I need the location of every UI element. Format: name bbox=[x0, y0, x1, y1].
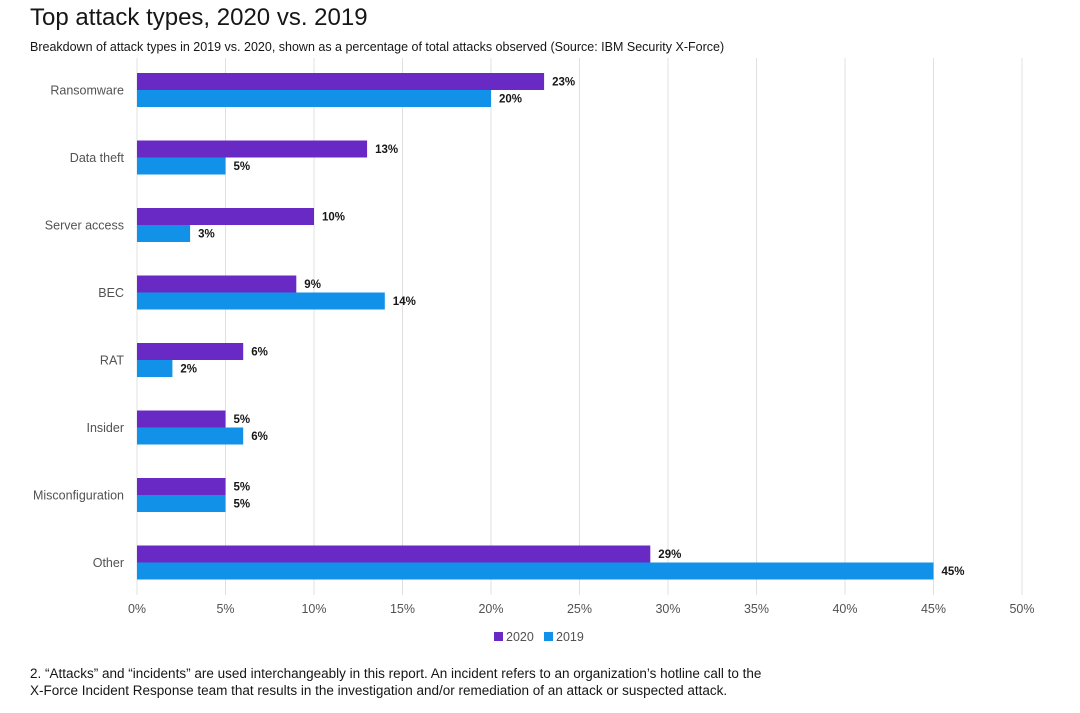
data-label: 9% bbox=[304, 279, 321, 291]
category-label: BEC bbox=[98, 286, 124, 300]
x-tick-label: 50% bbox=[1009, 602, 1034, 616]
legend-label-2019: 2019 bbox=[556, 630, 584, 644]
bar-2020 bbox=[137, 140, 368, 158]
data-label: 5% bbox=[234, 161, 251, 173]
category-label: Data theft bbox=[70, 151, 125, 165]
bar-2020 bbox=[137, 343, 244, 360]
bar-2019 bbox=[137, 495, 226, 512]
category-label: Server access bbox=[45, 219, 124, 233]
data-label: 5% bbox=[234, 482, 251, 494]
bar-2019 bbox=[137, 562, 934, 580]
footnote: 2. “Attacks” and “incidents” are used in… bbox=[30, 665, 1030, 699]
x-tick-label: 30% bbox=[655, 602, 680, 616]
legend-swatch-2020 bbox=[494, 632, 503, 641]
bar-2020 bbox=[137, 208, 314, 225]
bar-2020 bbox=[137, 73, 545, 90]
legend: 2020 2019 bbox=[494, 630, 584, 644]
bar-2019 bbox=[137, 427, 244, 445]
bar-2020 bbox=[137, 410, 226, 428]
data-label: 45% bbox=[942, 566, 965, 578]
category-label: Insider bbox=[86, 421, 124, 435]
x-tick-label: 25% bbox=[567, 602, 592, 616]
data-label: 6% bbox=[251, 347, 268, 359]
data-label: 23% bbox=[552, 77, 575, 89]
data-label: 20% bbox=[499, 94, 522, 106]
chart-subtitle: Breakdown of attack types in 2019 vs. 20… bbox=[30, 40, 725, 54]
x-tick-label: 45% bbox=[921, 602, 946, 616]
gridlines bbox=[136, 58, 1023, 595]
bar-2019 bbox=[137, 90, 491, 107]
data-label: 13% bbox=[375, 144, 398, 156]
category-label: Misconfiguration bbox=[33, 489, 124, 503]
x-tick-label: 0% bbox=[128, 602, 146, 616]
data-label: 5% bbox=[234, 414, 251, 426]
footnote-line-2: X-Force Incident Response team that resu… bbox=[30, 683, 728, 698]
data-label: 29% bbox=[658, 549, 681, 561]
x-tick-label: 35% bbox=[744, 602, 769, 616]
bars-group bbox=[137, 73, 934, 580]
x-tick-label: 15% bbox=[390, 602, 415, 616]
chart-title: Top attack types, 2020 vs. 2019 bbox=[30, 4, 368, 31]
x-tick-label: 5% bbox=[216, 602, 234, 616]
legend-swatch-2019 bbox=[544, 632, 553, 641]
labels-group: 0% 5% 10% 15% 20% 25% 30% 35% 40% 45% 50% Ransomwar… bbox=[33, 77, 1035, 617]
bar-chart: 0% 5% 10% 15% 20% 25% 30% 35% 40% 45% 50% Ransomwar… bbox=[33, 58, 1035, 644]
bar-2019 bbox=[137, 360, 173, 377]
data-label: 6% bbox=[251, 431, 268, 443]
bar-2019 bbox=[137, 292, 385, 310]
bar-2020 bbox=[137, 275, 297, 293]
bar-2019 bbox=[137, 157, 226, 175]
category-label: Ransomware bbox=[50, 84, 124, 98]
x-tick-label: 40% bbox=[832, 602, 857, 616]
data-label: 14% bbox=[393, 296, 416, 308]
data-label: 3% bbox=[198, 229, 215, 241]
data-label: 2% bbox=[180, 364, 197, 376]
bar-2020 bbox=[137, 545, 651, 563]
footnote-line-1: 2. “Attacks” and “incidents” are used in… bbox=[30, 666, 762, 681]
data-label: 5% bbox=[234, 499, 251, 511]
x-tick-label: 10% bbox=[301, 602, 326, 616]
category-label: RAT bbox=[100, 354, 124, 368]
bar-2020 bbox=[137, 478, 226, 495]
category-label: Other bbox=[93, 556, 124, 570]
data-label: 10% bbox=[322, 212, 345, 224]
x-tick-label: 20% bbox=[478, 602, 503, 616]
bar-2019 bbox=[137, 225, 191, 242]
legend-label-2020: 2020 bbox=[506, 630, 534, 644]
